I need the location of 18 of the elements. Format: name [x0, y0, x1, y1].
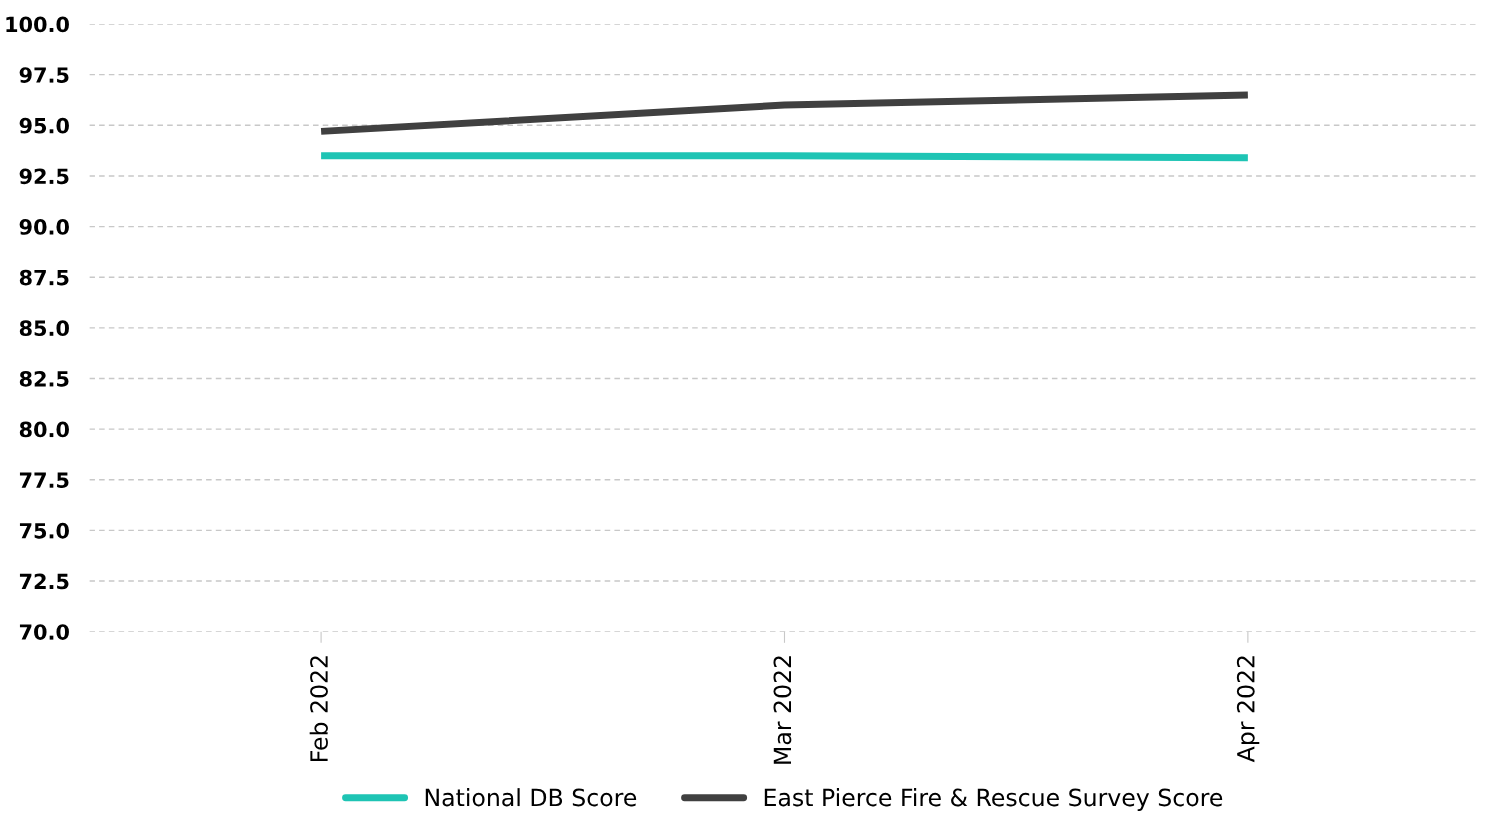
y-tick-label: 87.5 — [19, 269, 69, 286]
y-tick-label: 70.0 — [19, 624, 69, 640]
legend-label: East Pierce Fire & Rescue Survey Score — [764, 788, 1223, 811]
x-tick-label: Feb 2022 — [309, 656, 328, 761]
y-tick-label: 100.0 — [6, 16, 69, 33]
y-tick-label: 72.5 — [19, 573, 69, 590]
y-tick-label: 77.5 — [19, 472, 69, 488]
y-tick-label: 90.0 — [19, 219, 69, 235]
y-tick-label: 75.0 — [19, 522, 69, 539]
x-tick-label: Mar 2022 — [773, 656, 792, 764]
y-tick-label: 80.0 — [19, 421, 69, 438]
y-tick-label: 95.0 — [19, 117, 69, 134]
y-tick-label: 82.5 — [19, 370, 69, 387]
y-tick-label: 97.5 — [19, 67, 69, 83]
x-tick-label: Apr 2022 — [1236, 656, 1260, 763]
legend-label: National DB Score — [425, 788, 637, 807]
y-tick-label: 92.5 — [19, 168, 69, 185]
y-tick-label: 85.0 — [19, 320, 69, 337]
